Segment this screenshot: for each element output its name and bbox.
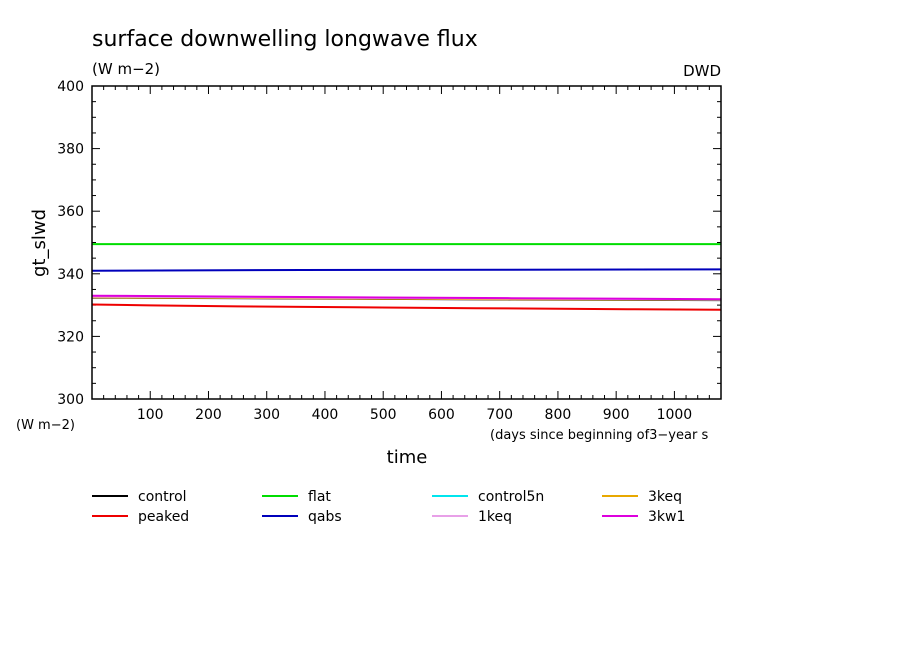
y-tick-label: 400 <box>57 79 84 95</box>
x-tick-label: 100 <box>137 407 164 423</box>
legend-label-peaked: peaked <box>138 509 189 525</box>
legend: control flat control5n 3keq peaked qabs 1keq 3k… <box>92 489 685 525</box>
plot-frame <box>91 85 722 400</box>
chart-units: (W m−2) <box>92 60 160 78</box>
legend-label-control: control <box>138 489 187 505</box>
y-tick-label: 300 <box>57 392 84 408</box>
legend-label-flat: flat <box>308 489 331 505</box>
series-line-peaked <box>91 303 722 311</box>
x-tick-label: 800 <box>545 407 572 423</box>
x-tick-label: 1000 <box>657 407 693 423</box>
series-line-qabs <box>91 268 722 272</box>
x-axis-label: time <box>387 447 428 468</box>
legend-label-1keq: 1keq <box>478 509 512 525</box>
y-tick-label: 360 <box>57 204 84 220</box>
y-axis-label: gt_slwd <box>29 209 50 277</box>
x-tick-label: 700 <box>486 407 513 423</box>
legend-label-qabs: qabs <box>308 509 342 525</box>
series-lines <box>91 243 722 311</box>
tick-marks <box>92 85 721 400</box>
x-tick-labels: 100 200 300 400 500 600 700 800 900 1000 <box>137 407 692 423</box>
y-units-label: (W m−2) <box>16 418 75 433</box>
y-tick-label: 380 <box>57 142 84 158</box>
x-tick-label: 500 <box>370 407 397 423</box>
series-line-3kw1 <box>91 294 722 301</box>
y-tick-labels: 300 320 340 360 380 400 <box>57 79 84 408</box>
x-tick-label: 300 <box>253 407 280 423</box>
legend-label-control5n: control5n <box>478 489 544 505</box>
legend-label-3kw1: 3kw1 <box>648 509 685 525</box>
x-tick-label: 200 <box>195 407 222 423</box>
chart-source: DWD <box>683 62 721 80</box>
y-tick-label: 340 <box>57 267 84 283</box>
y-tick-label: 320 <box>57 329 84 345</box>
x-tick-label: 600 <box>428 407 455 423</box>
chart-title: surface downwelling longwave flux <box>92 27 478 52</box>
x-units-label: (days since beginning of3−year s <box>490 428 708 443</box>
x-tick-label: 400 <box>312 407 339 423</box>
legend-label-3keq: 3keq <box>648 489 682 505</box>
x-tick-label: 900 <box>603 407 630 423</box>
